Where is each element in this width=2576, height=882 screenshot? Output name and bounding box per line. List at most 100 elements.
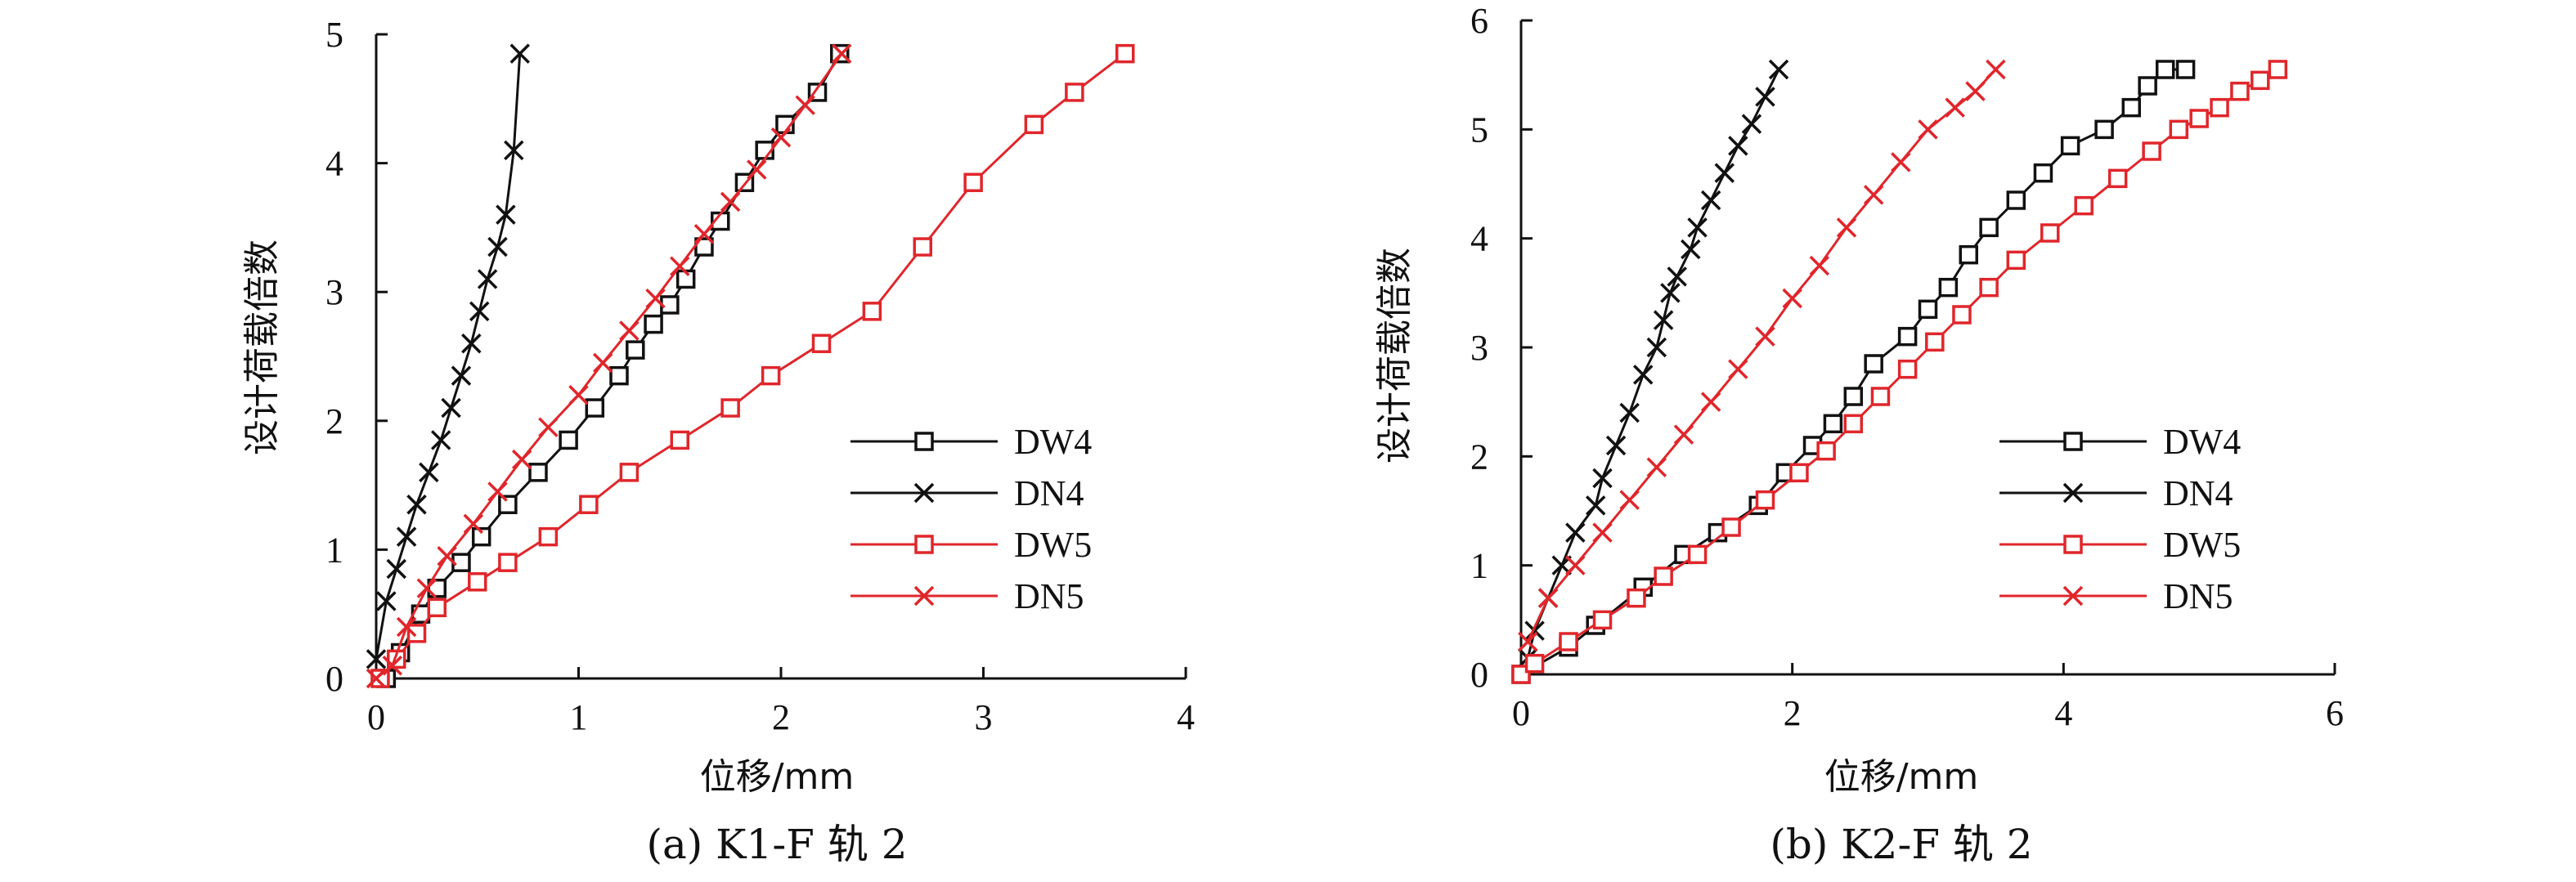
data-point bbox=[1897, 326, 1918, 347]
data-point bbox=[1518, 631, 1538, 652]
data-point bbox=[2169, 119, 2189, 140]
data-point bbox=[559, 430, 578, 450]
series-dn5-b bbox=[1518, 59, 2006, 652]
data-point bbox=[1592, 522, 1613, 543]
data-point bbox=[441, 397, 461, 419]
data-point bbox=[1870, 387, 1891, 406]
data-point bbox=[2006, 190, 2026, 210]
data-point bbox=[528, 463, 548, 482]
data-point bbox=[1673, 424, 1694, 445]
data-point bbox=[1619, 402, 1640, 423]
y-axis-label-a: 设计荷载倍数 bbox=[241, 240, 283, 455]
data-point bbox=[2175, 60, 2196, 79]
caption-b: (b) K2-F 轨 2 bbox=[1770, 821, 2032, 868]
data-point bbox=[2138, 76, 2157, 96]
y-tick-label: 6 bbox=[1470, 1, 1488, 41]
data-point bbox=[1524, 653, 1545, 674]
data-point bbox=[2121, 97, 2141, 118]
data-point bbox=[1959, 244, 1978, 265]
series-dn4-b bbox=[1518, 59, 1789, 669]
data-point bbox=[1627, 588, 1646, 608]
series-dw5-a bbox=[370, 43, 1135, 688]
x-tick-label: 2 bbox=[772, 697, 790, 737]
series-dw4-b bbox=[1511, 60, 2196, 684]
legend-marker bbox=[913, 585, 935, 607]
data-point bbox=[1782, 288, 1802, 309]
legend-marker bbox=[2063, 432, 2083, 451]
x-tick-label: 6 bbox=[2326, 693, 2344, 733]
y-tick-label: 5 bbox=[325, 15, 343, 55]
legend-entry-dn5-a: DN5 bbox=[850, 576, 1084, 616]
data-point bbox=[1559, 632, 1578, 651]
data-point bbox=[579, 495, 599, 514]
data-point bbox=[498, 495, 518, 514]
x-tick-label: 4 bbox=[1177, 697, 1195, 737]
data-point bbox=[1065, 83, 1084, 102]
data-point bbox=[1925, 332, 1945, 352]
data-point bbox=[1721, 517, 1741, 537]
y-tick-label: 3 bbox=[325, 272, 343, 312]
data-point bbox=[693, 224, 715, 244]
data-point bbox=[427, 598, 447, 618]
data-point bbox=[1768, 59, 1789, 80]
legend-label: DN5 bbox=[1014, 576, 1084, 616]
data-point bbox=[2142, 141, 2161, 161]
data-point bbox=[1979, 277, 1999, 298]
data-point bbox=[451, 365, 472, 386]
data-point bbox=[1681, 239, 1701, 260]
series-line bbox=[1520, 68, 2186, 676]
data-point bbox=[1660, 283, 1681, 303]
x-tick-label: 4 bbox=[2054, 693, 2072, 733]
data-point bbox=[1918, 119, 1938, 140]
data-point bbox=[1843, 414, 1864, 434]
x-tick-label: 1 bbox=[570, 697, 588, 737]
y-tick-label: 1 bbox=[1470, 546, 1488, 586]
data-point bbox=[1863, 185, 1884, 205]
data-point bbox=[2107, 168, 2128, 189]
legend-entry-dw5-a: DW5 bbox=[850, 525, 1092, 565]
data-point bbox=[811, 334, 832, 353]
data-point bbox=[498, 553, 518, 572]
y-tick-label: 0 bbox=[325, 659, 343, 699]
legend-marker bbox=[2062, 482, 2084, 504]
data-point bbox=[2155, 60, 2175, 79]
legend-label: DW5 bbox=[1014, 525, 1092, 565]
y-tick-label: 0 bbox=[1470, 655, 1488, 695]
legend-entry-dn4-b: DN4 bbox=[1999, 473, 2233, 513]
data-point bbox=[2230, 81, 2250, 101]
y-tick-label: 1 bbox=[325, 530, 343, 570]
x-tick-label: 3 bbox=[975, 697, 993, 737]
data-point bbox=[366, 649, 387, 669]
data-point bbox=[2268, 60, 2288, 79]
data-point bbox=[1714, 163, 1735, 183]
data-point bbox=[1592, 610, 1613, 630]
legend-label: DN4 bbox=[1014, 473, 1084, 513]
data-point bbox=[2251, 70, 2270, 91]
data-point bbox=[1755, 326, 1775, 347]
legend-entry-dn4-a: DN4 bbox=[850, 473, 1084, 513]
data-point bbox=[1823, 414, 1843, 434]
data-point bbox=[1789, 463, 1809, 483]
data-point bbox=[720, 398, 740, 418]
plot-area-b: 0 1 2 3 4 5 6 0 2 4 6 DW4 DN4 DW5 DN5 bbox=[1470, 1, 2344, 733]
data-point bbox=[463, 513, 484, 535]
legend-label: DN5 bbox=[2163, 576, 2233, 616]
y-tick-label: 5 bbox=[1470, 110, 1488, 150]
legend-entry-dw4-a: DW4 bbox=[850, 422, 1092, 462]
legend-label: DW5 bbox=[2163, 525, 2241, 565]
legend-label: DN4 bbox=[2163, 473, 2233, 513]
data-point bbox=[1891, 152, 1911, 172]
data-point bbox=[1605, 435, 1627, 456]
data-point bbox=[1592, 468, 1613, 489]
legend-marker bbox=[2063, 535, 2083, 554]
data-point bbox=[862, 302, 882, 321]
y-axis-label-b: 设计荷载倍数 bbox=[1374, 248, 1416, 463]
data-point bbox=[396, 616, 417, 638]
data-point bbox=[509, 43, 530, 64]
data-point bbox=[487, 481, 508, 502]
data-point bbox=[626, 340, 645, 360]
series-line bbox=[1526, 69, 1780, 659]
data-point bbox=[437, 546, 457, 566]
data-point bbox=[1585, 495, 1606, 516]
